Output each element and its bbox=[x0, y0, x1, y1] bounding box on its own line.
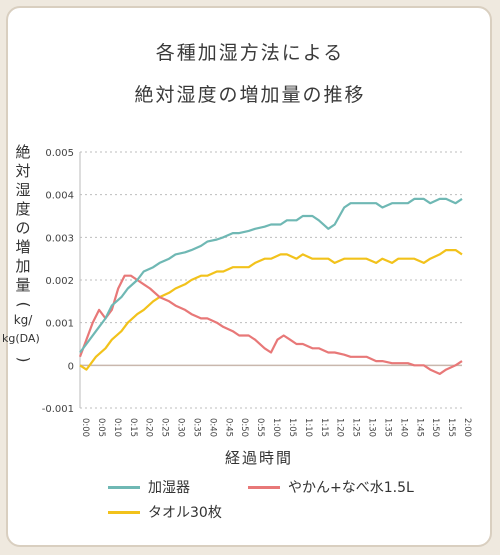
x-tick-label: 0:40 bbox=[207, 418, 217, 437]
y-axis-label-char: kg/ bbox=[13, 313, 33, 327]
y-axis-label-char: 対 bbox=[15, 162, 31, 180]
legend-swatch-towel bbox=[108, 510, 140, 514]
legend-item-towel: タオル30枚 bbox=[108, 502, 222, 522]
y-axis-label-char: 絶 bbox=[15, 143, 31, 161]
x-tick-label: 0:35 bbox=[191, 418, 201, 437]
x-tick-label: 0:20 bbox=[144, 418, 154, 437]
x-tick-label: 1:00 bbox=[271, 418, 281, 437]
x-tick-label: 0:15 bbox=[128, 418, 138, 437]
x-tick-label: 0:00 bbox=[80, 418, 90, 437]
x-tick-label: 0:05 bbox=[96, 418, 106, 437]
y-axis-label-char: ) bbox=[14, 356, 33, 363]
legend-item-humidifier: 加湿器 bbox=[108, 477, 190, 497]
x-tick-label: 1:55 bbox=[446, 418, 456, 437]
x-tick-label: 1:20 bbox=[335, 418, 345, 437]
y-axis-label-char: 増 bbox=[15, 238, 31, 256]
y-axis-label-char: 度 bbox=[15, 200, 31, 218]
x-tick-label: 0:30 bbox=[176, 418, 186, 437]
y-axis-label-char: 加 bbox=[15, 257, 31, 275]
y-tick-label: 0.004 bbox=[45, 191, 74, 202]
y-tick-label: 0.001 bbox=[45, 319, 74, 330]
x-tick-label: 1:35 bbox=[382, 418, 392, 437]
chart-title-line2: 絶対湿度の増加量の推移 bbox=[134, 84, 366, 106]
x-axis-label: 経過時間 bbox=[225, 449, 294, 467]
x-tick-label: 1:45 bbox=[414, 418, 424, 437]
x-tick-label: 2:00 bbox=[462, 418, 472, 437]
y-tick-label: 0.005 bbox=[45, 148, 74, 159]
x-tick-label: 0:10 bbox=[112, 418, 122, 437]
y-tick-label: -0.001 bbox=[42, 404, 74, 415]
y-tick-label: 0.003 bbox=[45, 233, 74, 244]
chart-title-line1: 各種加湿方法による bbox=[155, 42, 345, 64]
x-tick-label: 1:15 bbox=[319, 418, 329, 437]
legend-item-kettle: やかん+なべ水1.5L bbox=[248, 477, 414, 497]
series-line-2 bbox=[79, 249, 463, 371]
chart-card bbox=[6, 6, 492, 547]
legend-label-towel: タオル30枚 bbox=[148, 505, 222, 521]
legend-label-humidifier: 加湿器 bbox=[148, 480, 190, 496]
legend-swatch-kettle bbox=[248, 485, 280, 489]
x-tick-label: 1:40 bbox=[398, 418, 408, 437]
legend-swatch-humidifier bbox=[108, 485, 140, 489]
x-tick-label: 1:25 bbox=[351, 418, 361, 437]
y-axis-label-char: の bbox=[15, 219, 31, 237]
y-axis-label-char: kg(DA) bbox=[2, 332, 40, 345]
y-axis-label-char: 湿 bbox=[15, 181, 31, 199]
x-tick-label: 0:50 bbox=[239, 418, 249, 437]
series-line-0 bbox=[79, 197, 463, 354]
y-tick-label: 0 bbox=[68, 361, 74, 372]
x-tick-label: 0:45 bbox=[223, 418, 233, 437]
x-tick-label: 1:50 bbox=[430, 418, 440, 437]
x-tick-label: 1:05 bbox=[287, 418, 297, 437]
x-tick-label: 1:30 bbox=[367, 418, 377, 437]
y-tick-label: 0.002 bbox=[45, 276, 74, 287]
series-line-1 bbox=[78, 274, 463, 375]
x-tick-label: 0:25 bbox=[160, 418, 170, 437]
x-tick-label: 0:55 bbox=[255, 418, 265, 437]
x-tick-label: 1:10 bbox=[303, 418, 313, 437]
legend-label-kettle: やかん+なべ水1.5L bbox=[288, 480, 414, 496]
y-axis-label-char: 量 bbox=[15, 276, 31, 294]
